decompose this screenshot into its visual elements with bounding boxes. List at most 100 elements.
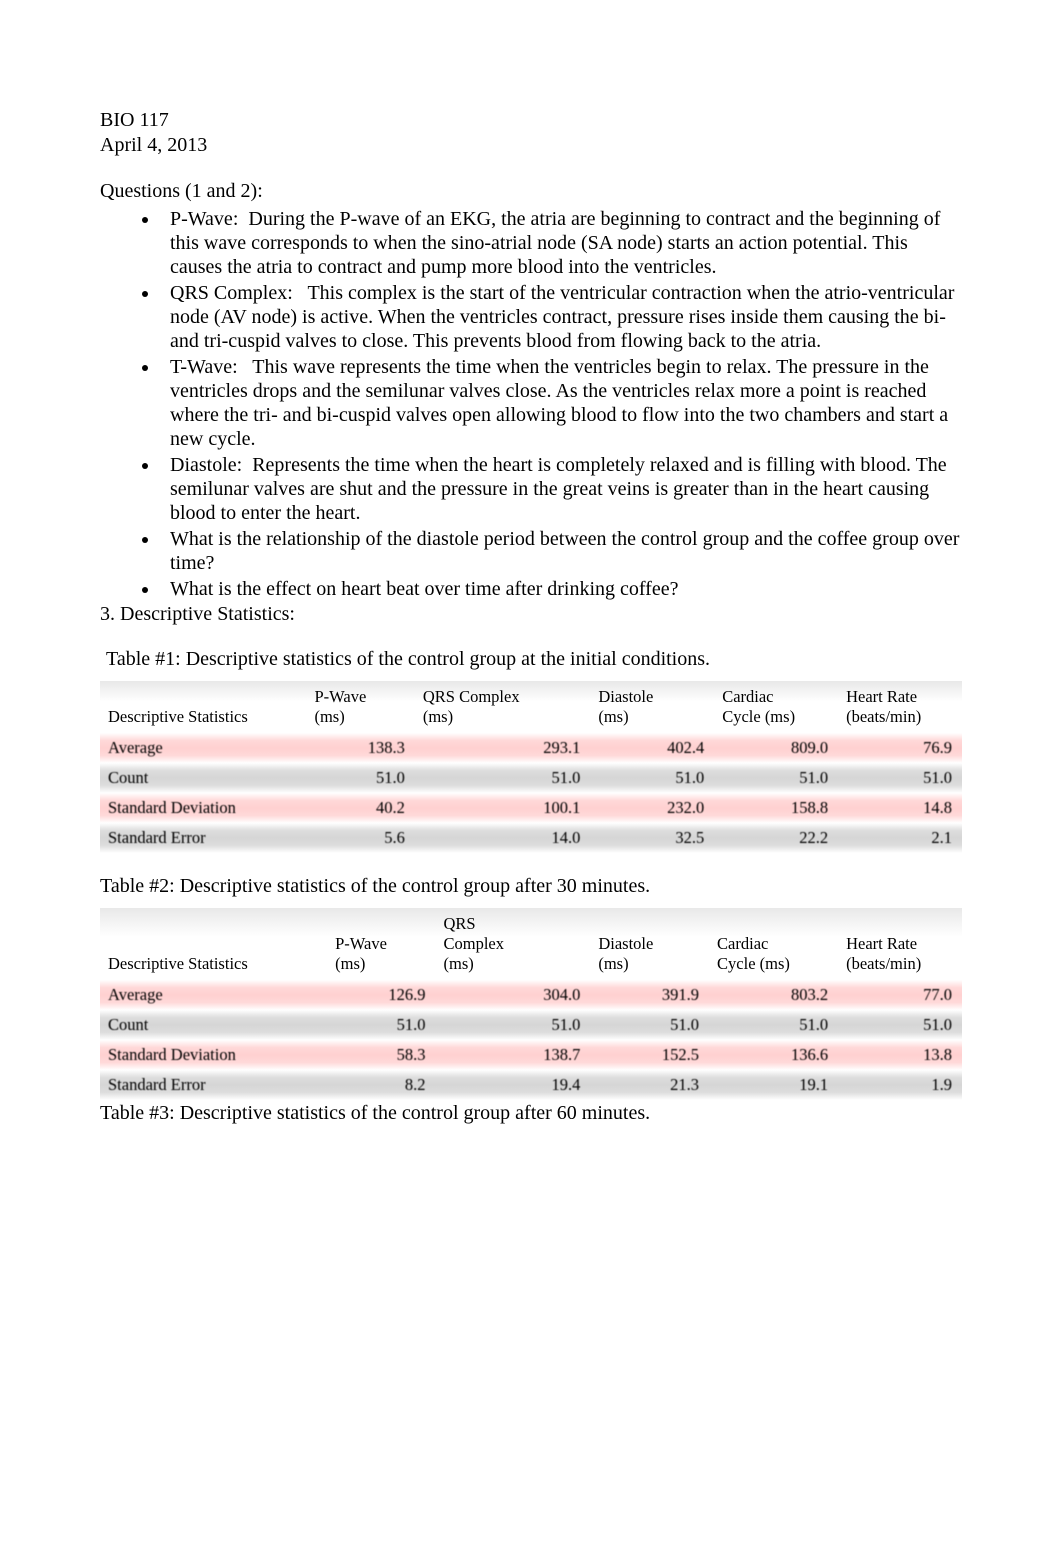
cell: 138.3 [306,733,414,763]
cell: 51.0 [709,1010,838,1040]
list-item: Diastole: Represents the time when the h… [160,453,962,525]
bullet-label: T-Wave: [170,356,252,378]
cell: 2.1 [838,823,962,853]
col-header-line2: (ms) [598,954,628,973]
cell: 8.2 [327,1070,435,1100]
cell: 21.3 [590,1070,709,1100]
col-header-line1: P-Wave [314,687,366,706]
col-header-line2: (ms) [314,707,344,726]
row-label: Average [100,980,327,1010]
cell: 76.9 [838,733,962,763]
col-header: QRS Complex (ms) [436,908,591,980]
row-label: Standard Deviation [100,1040,327,1070]
cell: 51.0 [306,763,414,793]
cell: 809.0 [714,733,838,763]
bullet-list: P-Wave: During the P-wave of an EKG, the… [100,207,962,601]
cell: 152.5 [590,1040,709,1070]
cell: 51.0 [327,1010,435,1040]
cell: 1.9 [838,1070,962,1100]
row-label: Standard Error [100,1070,327,1100]
row-label: Standard Error [100,823,306,853]
col-header: Diastole (ms) [590,681,714,733]
row-label: Count [100,1010,327,1040]
table-3-caption: Table #3: Descriptive statistics of the … [100,1102,962,1125]
col-header-line1: Heart Rate [846,934,917,953]
table-row: Count 51.0 51.0 51.0 51.0 51.0 [100,763,962,793]
col-header-line2: (beats/min) [846,954,921,973]
bullet-label: QRS Complex: [170,282,307,304]
table-2-caption: Table #2: Descriptive statistics of the … [100,875,962,898]
cell: 77.0 [838,980,962,1010]
cell: 402.4 [590,733,714,763]
cell: 13.8 [838,1040,962,1070]
cell: 232.0 [590,793,714,823]
col-header: Cardiac Cycle (ms) [714,681,838,733]
cell: 14.8 [838,793,962,823]
list-item: What is the relationship of the diastole… [160,527,962,575]
table-row: Standard Deviation 58.3 138.7 152.5 136.… [100,1040,962,1070]
col-header-line2: Descriptive Statistics [108,954,248,973]
col-header: QRS Complex (ms) [415,681,590,733]
cell: 40.2 [306,793,414,823]
bullet-text: This wave represents the time when the v… [170,356,948,450]
table-row: Average 138.3 293.1 402.4 809.0 76.9 [100,733,962,763]
col-header-line2: (ms) [423,707,453,726]
cell: 158.8 [714,793,838,823]
bullet-text: What is the effect on heart beat over ti… [170,578,678,600]
document-date: April 4, 2013 [100,133,962,158]
col-header-line1: Diastole [598,934,653,953]
cell: 19.1 [709,1070,838,1100]
table-1: Descriptive Statistics P-Wave (ms) QRS C… [100,681,962,853]
cell: 391.9 [590,980,709,1010]
questions-heading: Questions (1 and 2): [100,180,962,203]
bullet-text: During the P-wave of an EKG, the atria a… [170,208,940,278]
col-header-line1: Cardiac [722,687,773,706]
cell: 5.6 [306,823,414,853]
cell: 51.0 [436,1010,591,1040]
col-header-line2: Cycle (ms) [717,954,790,973]
cell: 51.0 [838,1010,962,1040]
section-3-heading: 3. Descriptive Statistics: [100,603,962,626]
col-header: P-Wave (ms) [306,681,414,733]
list-item: T-Wave: This wave represents the time wh… [160,355,962,451]
table-header-row: Descriptive Statistics P-Wave (ms) QRS C… [100,908,962,980]
cell: 293.1 [415,733,590,763]
table-row: Average 126.9 304.0 391.9 803.2 77.0 [100,980,962,1010]
bullet-label: Diastole: [170,454,252,476]
col-header-line1: QRS [444,914,476,933]
col-header-line1: Diastole [598,687,653,706]
row-label: Count [100,763,306,793]
cell: 51.0 [838,763,962,793]
cell: 51.0 [590,1010,709,1040]
col-header: Diastole (ms) [590,908,709,980]
cell: 22.2 [714,823,838,853]
cell: 14.0 [415,823,590,853]
cell: 19.4 [436,1070,591,1100]
col-header-line2: (beats/min) [846,707,921,726]
list-item: P-Wave: During the P-wave of an EKG, the… [160,207,962,279]
table-row: Count 51.0 51.0 51.0 51.0 51.0 [100,1010,962,1040]
list-item: QRS Complex: This complex is the start o… [160,281,962,353]
col-header: Heart Rate (beats/min) [838,908,962,980]
col-header-line1: Cardiac [717,934,768,953]
bullet-text: Represents the time when the heart is co… [170,454,947,524]
cell: 51.0 [415,763,590,793]
col-header: Cardiac Cycle (ms) [709,908,838,980]
col-header-line1: P-Wave [335,934,387,953]
row-label: Average [100,733,306,763]
col-header-line2: (ms) [598,707,628,726]
col-header: Heart Rate (beats/min) [838,681,962,733]
col-header: Descriptive Statistics [100,681,306,733]
col-header-line2: Descriptive Statistics [108,707,248,726]
col-header-line1: Heart Rate [846,687,917,706]
table-row: Standard Error 5.6 14.0 32.5 22.2 2.1 [100,823,962,853]
bullet-label: P-Wave: [170,208,248,230]
table-row: Standard Deviation 40.2 100.1 232.0 158.… [100,793,962,823]
cell: 803.2 [709,980,838,1010]
cell: 304.0 [436,980,591,1010]
table-header-row: Descriptive Statistics P-Wave (ms) QRS C… [100,681,962,733]
cell: 51.0 [714,763,838,793]
cell: 32.5 [590,823,714,853]
cell: 58.3 [327,1040,435,1070]
row-label: Standard Deviation [100,793,306,823]
